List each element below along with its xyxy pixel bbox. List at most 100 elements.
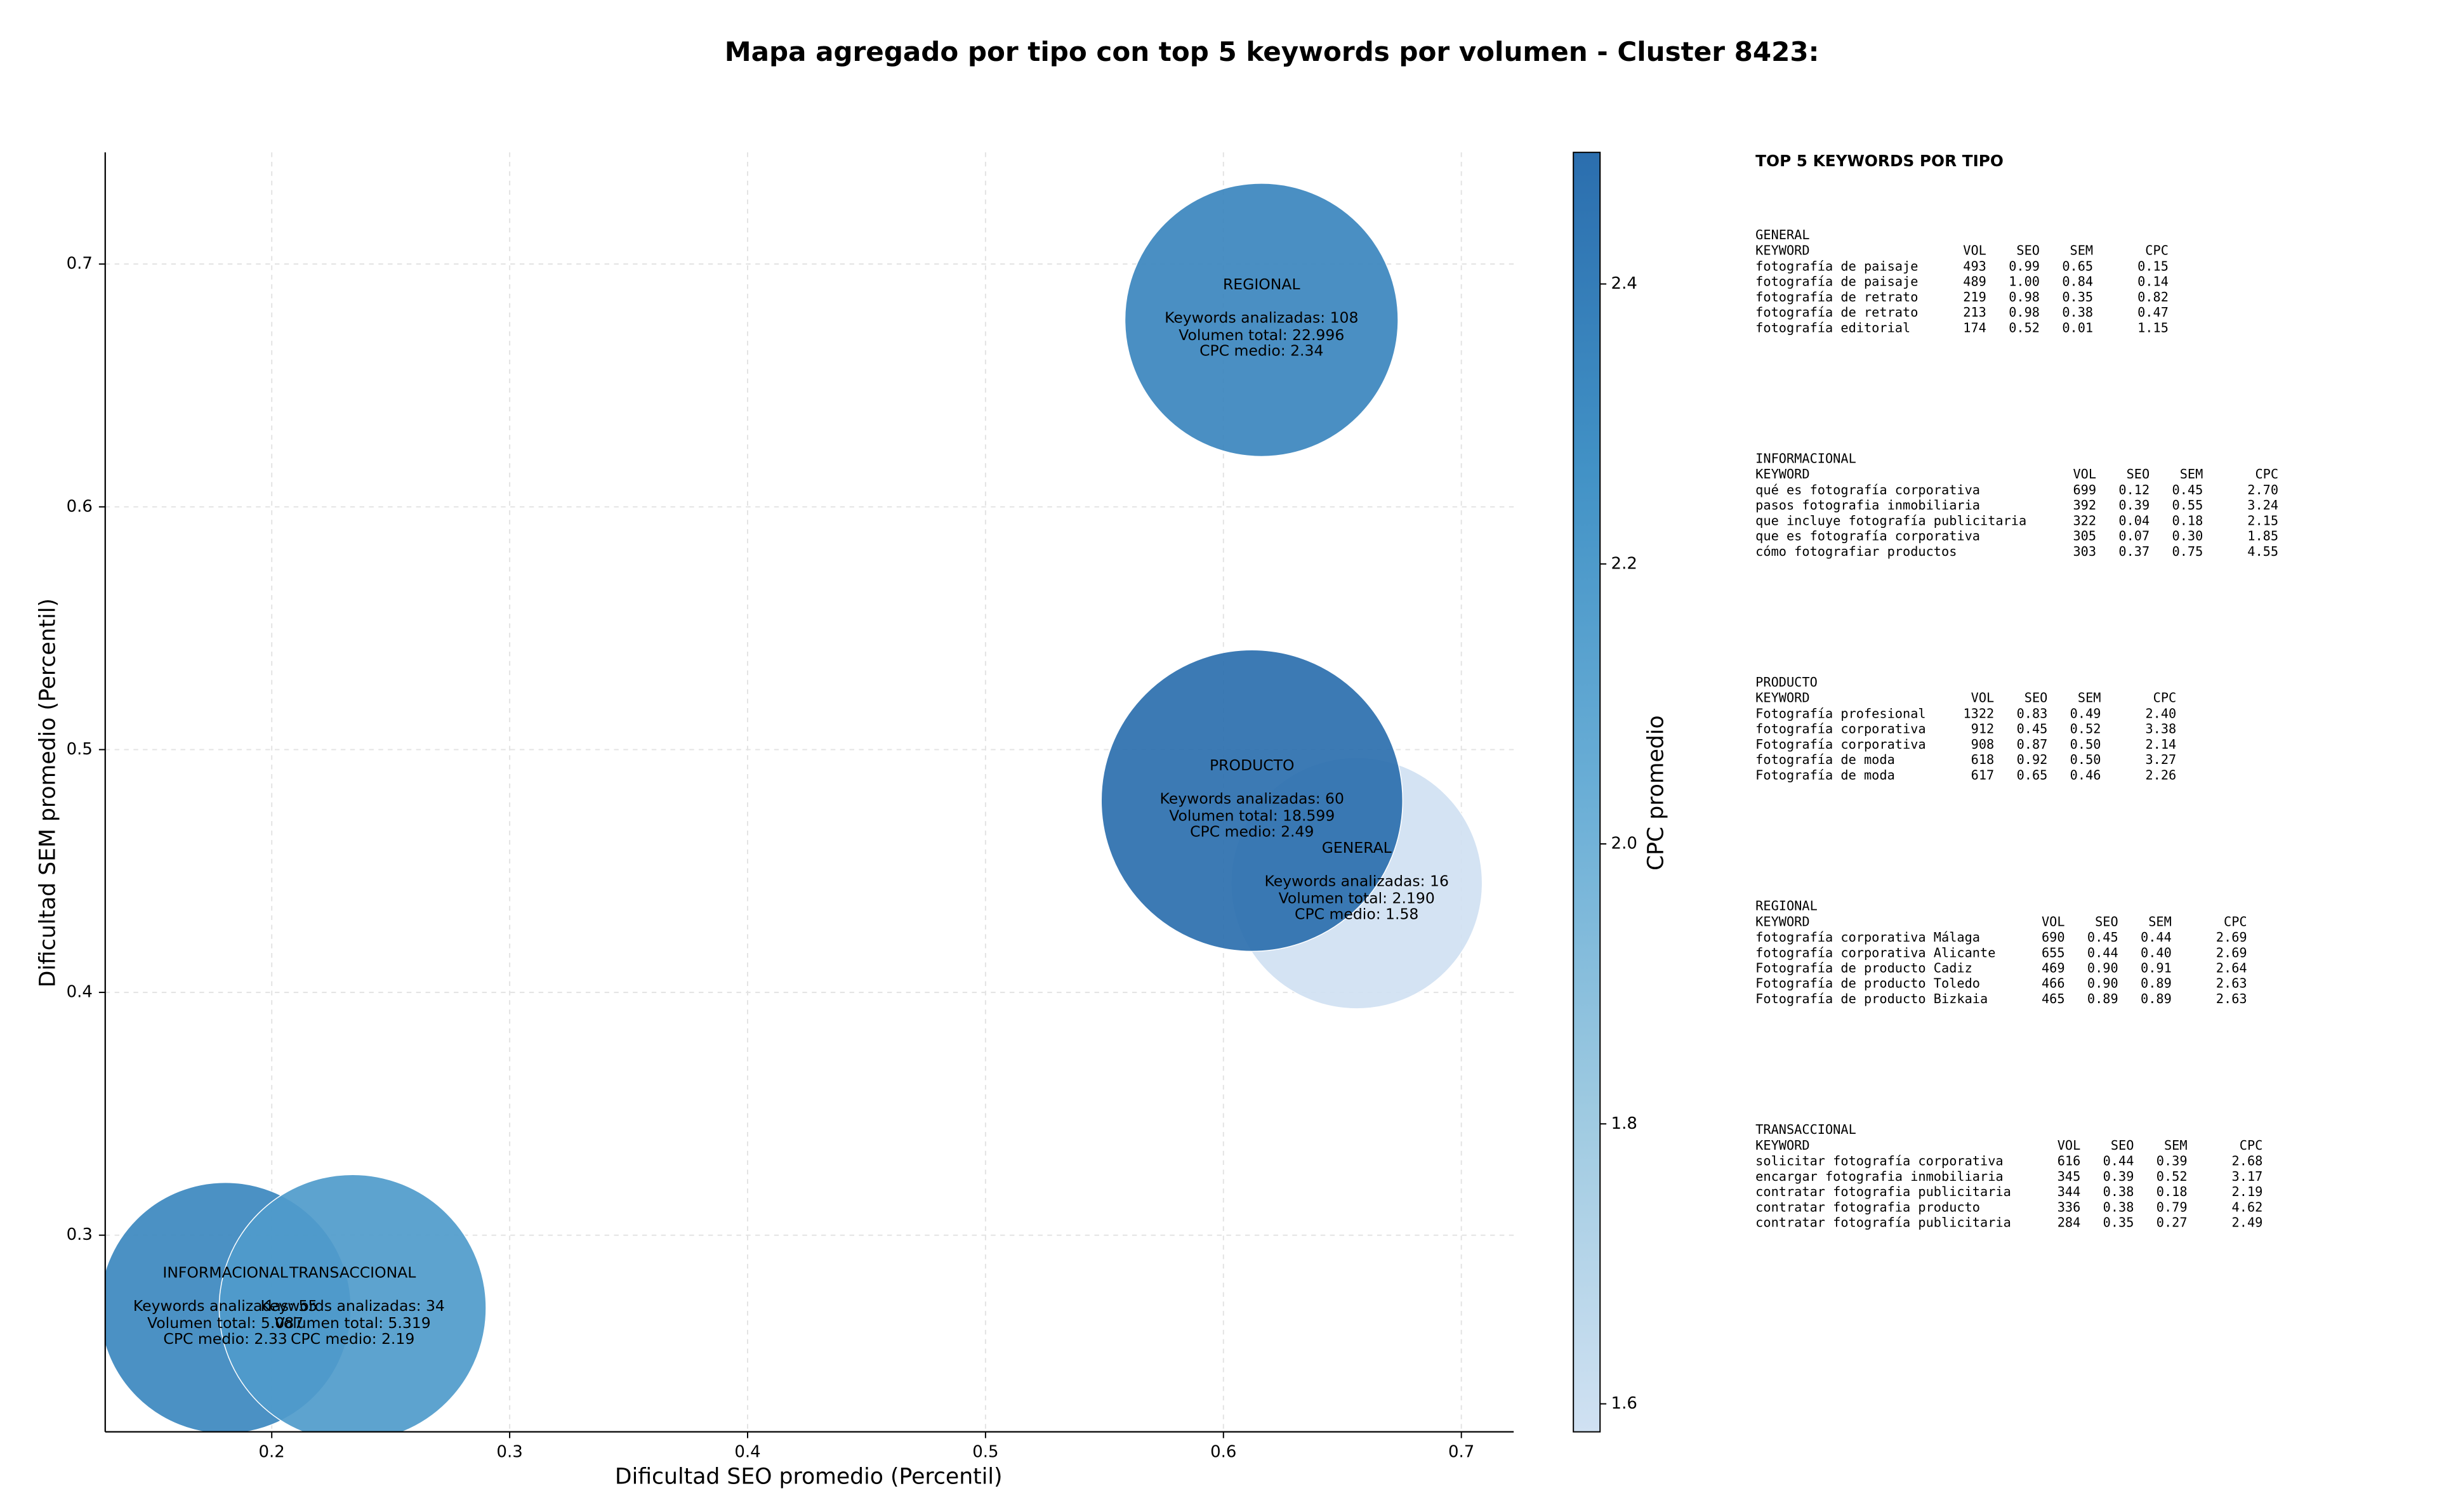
cpc-label-prefix: CPC medio:	[1190, 822, 1276, 840]
volume-label-value: 18.599	[1283, 806, 1335, 824]
bubble-name: GENERAL	[1322, 839, 1392, 857]
volume-label: Volumen total: 22.996	[1179, 325, 1344, 343]
column-header: SEM	[2148, 914, 2172, 929]
table-cell: fotografía de paisaje	[1755, 274, 1918, 289]
column-header: CPC	[2153, 690, 2177, 706]
group-name: PRODUCTO	[1755, 674, 1818, 690]
cpc-label-prefix: CPC medio:	[1199, 341, 1286, 359]
table-cell: cómo fotografiar productos	[1755, 544, 1957, 559]
volume-label-value: 22.996	[1292, 325, 1344, 343]
table-cell: 0.45	[2017, 721, 2048, 737]
table-cell: 466	[2042, 976, 2065, 991]
x-tick-label: 0.7	[1448, 1442, 1474, 1461]
table-cell: 0.18	[2172, 513, 2203, 528]
table-cell: qué es fotografía corporativa	[1755, 482, 1980, 497]
y-tick-label: 0.4	[67, 983, 93, 1002]
table-cell: 0.50	[2070, 737, 2101, 752]
table-cell: 0.52	[2070, 721, 2101, 737]
column-header: SEM	[2180, 466, 2203, 482]
bubble	[1124, 183, 1399, 457]
table-cell: 2.70	[2247, 482, 2278, 497]
table-cell: 322	[2073, 513, 2096, 528]
column-header: CPC	[2255, 466, 2278, 482]
cpc-label: CPC medio: 1.58	[1295, 905, 1418, 923]
column-header: SEO	[2024, 690, 2048, 706]
table-cell: 465	[2042, 991, 2065, 1006]
table-cell: fotografía corporativa	[1755, 721, 1925, 737]
table-cell: 344	[2057, 1184, 2081, 1199]
table-cell: 1.15	[2137, 320, 2169, 335]
x-axis-label: Dificultad SEO promedio (Percentil)	[615, 1464, 1003, 1489]
table-cell: 0.79	[2156, 1199, 2188, 1214]
keywords-label-prefix: Keywords analizadas:	[133, 1297, 294, 1315]
column-header: SEO	[2111, 1138, 2134, 1153]
table-cell: 2.64	[2216, 961, 2247, 976]
table-cell: 2.40	[2145, 706, 2176, 721]
table-cell: 2.69	[2216, 930, 2247, 945]
column-header: KEYWORD	[1755, 466, 1809, 482]
bubble	[218, 1174, 487, 1432]
table-cell: 305	[2073, 529, 2096, 544]
column-header: VOL	[1963, 243, 1986, 258]
cpc-label-value: 2.49	[1281, 822, 1314, 840]
keywords-label-prefix: Keywords analizadas:	[1165, 308, 1325, 326]
table-cell: 0.99	[2009, 258, 2040, 273]
table-cell: 489	[1963, 274, 1986, 289]
table-cell: contratar fotografia publicitaria	[1755, 1184, 2011, 1199]
colorbar-tick-label: 1.8	[1611, 1114, 1637, 1133]
keywords-label-value: 34	[426, 1297, 445, 1315]
table-cell: 3.38	[2145, 721, 2176, 737]
colorbar-label: CPC promedio	[1643, 715, 1668, 871]
table-cell: 4.62	[2232, 1199, 2263, 1214]
table-cell: 303	[2073, 544, 2096, 559]
column-header: SEM	[2164, 1138, 2188, 1153]
x-tick-label: 0.5	[972, 1442, 998, 1461]
x-tick-label: 0.2	[259, 1442, 285, 1461]
y-tick-label: 0.5	[67, 740, 93, 759]
table-cell: 4.55	[2247, 544, 2278, 559]
table-cell: 2.15	[2247, 513, 2278, 528]
volume-label: Volumen total: 5.319	[275, 1314, 431, 1332]
table-cell: 0.07	[2118, 529, 2150, 544]
table-cell: 2.49	[2232, 1215, 2263, 1230]
cpc-label-prefix: CPC medio:	[1295, 905, 1381, 923]
table-cell: 690	[2042, 930, 2065, 945]
table-cell: 2.68	[2232, 1154, 2263, 1169]
table-cell: 618	[1971, 752, 1995, 767]
table-cell: 0.52	[2156, 1169, 2188, 1184]
table-cell: Fotografía de producto Bizkaia	[1755, 991, 1988, 1006]
table-cell: 0.30	[2172, 529, 2203, 544]
cpc-label-prefix: CPC medio:	[163, 1329, 249, 1347]
table-cell: 0.39	[2118, 497, 2150, 513]
column-header: SEM	[2078, 690, 2101, 706]
table-cell: Fotografía de producto Toledo	[1755, 976, 1980, 991]
table-cell: 0.52	[2009, 320, 2040, 335]
volume-label-prefix: Volumen total:	[1169, 806, 1278, 824]
colorbar	[1573, 152, 1601, 1433]
keywords-label: Keywords analizadas: 55	[133, 1297, 317, 1315]
table-cell: solicitar fotografía corporativa	[1755, 1154, 2003, 1169]
table-cell: 336	[2057, 1199, 2081, 1214]
bubble-name: TRANSACCIONAL	[289, 1264, 416, 1282]
table-cell: que incluye fotografía publicitaria	[1755, 513, 2026, 528]
keywords-label-value: 60	[1325, 789, 1344, 807]
table-cell: 0.65	[2062, 258, 2093, 273]
table-cell: fotografía de moda	[1755, 752, 1895, 767]
table-cell: fotografía corporativa Málaga	[1755, 930, 1980, 945]
column-header: KEYWORD	[1755, 690, 1809, 706]
table-cell: 0.39	[2156, 1154, 2188, 1169]
table-cell: 0.27	[2156, 1215, 2188, 1230]
table-cell: 0.12	[2118, 482, 2150, 497]
table-cell: 2.63	[2216, 991, 2247, 1006]
keywords-label-value: 108	[1330, 308, 1359, 326]
volume-label: Volumen total: 2.190	[1279, 889, 1435, 907]
table-cell: 0.92	[2017, 752, 2048, 767]
table-cell: 284	[2057, 1215, 2081, 1230]
table-cell: 3.17	[2232, 1169, 2263, 1184]
table-cell: pasos fotografia inmobiliaria	[1755, 497, 1980, 513]
keywords-label-prefix: Keywords analizadas:	[260, 1297, 421, 1315]
table-cell: que es fotografía corporativa	[1755, 529, 1980, 544]
table-cell: 213	[1963, 305, 1986, 320]
cpc-label-prefix: CPC medio:	[291, 1329, 377, 1347]
table-cell: 0.98	[2009, 305, 2040, 320]
